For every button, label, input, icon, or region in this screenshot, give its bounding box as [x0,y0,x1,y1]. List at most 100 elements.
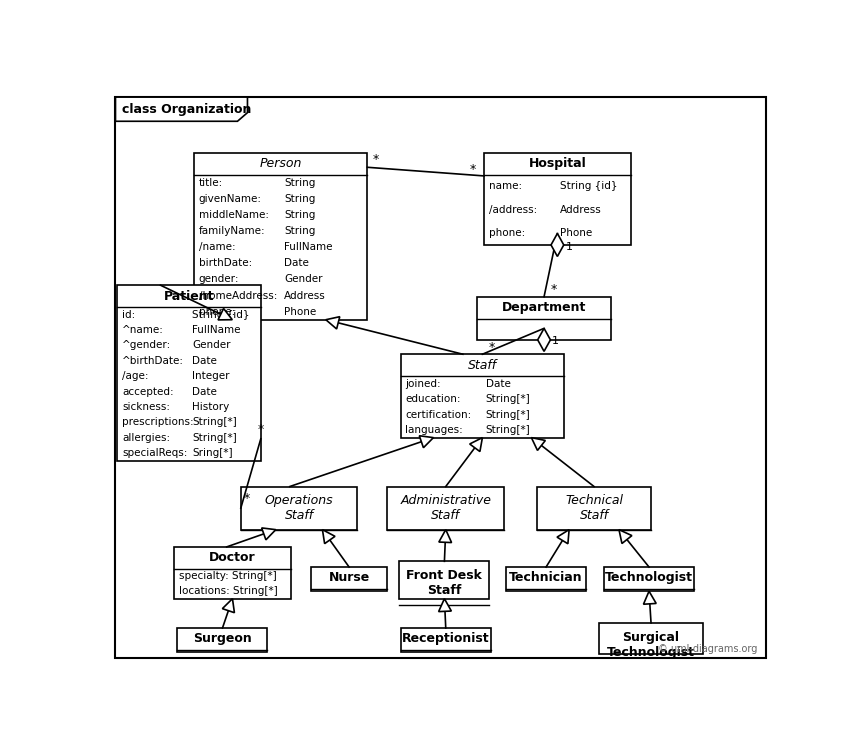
Text: Date: Date [486,379,511,388]
Text: String[*]: String[*] [486,425,531,435]
Text: String {id}: String {id} [192,310,249,320]
Polygon shape [261,528,276,540]
Text: String: String [285,210,316,220]
Text: class Organization: class Organization [122,102,251,116]
Polygon shape [531,438,545,450]
Text: phone:: phone: [199,307,235,317]
Text: birthDate:: birthDate: [199,258,252,268]
Text: prescriptions:: prescriptions: [122,418,194,427]
Bar [599,623,703,654]
Text: Nurse: Nurse [329,571,370,584]
Polygon shape [439,530,452,542]
Text: accepted:: accepted: [122,386,174,397]
Text: Staff: Staff [468,359,497,372]
Bar [604,567,694,591]
Text: middleName:: middleName: [199,210,269,220]
Text: String: String [285,194,316,204]
Bar [477,297,611,340]
Text: education:: education: [405,394,461,404]
Text: Administrative
Staff: Administrative Staff [400,495,491,522]
Text: Hospital: Hospital [529,158,587,170]
Text: familyName:: familyName: [199,226,266,236]
Text: Gender: Gender [192,341,230,350]
Polygon shape [218,309,232,320]
Text: FullName: FullName [285,242,333,252]
Text: History: History [192,402,230,412]
Text: ^gender:: ^gender: [122,341,171,350]
Text: 1: 1 [565,241,573,252]
Text: Department: Department [502,301,587,314]
Text: Technical
Staff: Technical Staff [565,495,623,522]
Bar [399,561,489,598]
Text: Date: Date [192,386,217,397]
Text: phone:: phone: [488,229,525,238]
Text: joined:: joined: [405,379,441,388]
Text: Phone: Phone [561,229,593,238]
Bar [401,628,491,652]
Text: Date: Date [192,356,217,366]
Text: ^birthDate:: ^birthDate: [122,356,184,366]
Bar [310,567,387,591]
Text: /address:: /address: [488,205,537,215]
Text: *: * [244,492,250,505]
Text: String: String [285,178,316,187]
Text: specialty: String[*]: specialty: String[*] [179,571,277,581]
Polygon shape [322,530,335,544]
Text: ^name:: ^name: [122,325,164,335]
Text: title:: title: [199,178,223,187]
Polygon shape [619,530,632,544]
Bar [177,628,267,652]
Text: 1: 1 [552,336,559,347]
Text: gender:: gender: [199,274,239,285]
Bar [506,567,586,591]
Polygon shape [470,438,482,451]
Polygon shape [643,591,656,604]
Polygon shape [115,97,248,121]
Text: String: String [285,226,316,236]
Text: *: * [489,341,495,354]
Polygon shape [557,530,569,544]
Text: Doctor: Doctor [209,551,255,564]
Text: /age:: /age: [122,371,149,381]
Bar [194,153,367,320]
Text: String[*]: String[*] [192,418,236,427]
Text: String[*]: String[*] [486,394,531,404]
Text: *: * [550,283,557,297]
Text: specialReqs:: specialReqs: [122,448,187,458]
Text: allergies:: allergies: [122,433,170,443]
Text: givenName:: givenName: [199,194,261,204]
Text: id:: id: [122,310,135,320]
Text: Operations
Staff: Operations Staff [265,495,334,522]
Polygon shape [420,436,433,447]
Polygon shape [326,317,340,329]
Text: © uml-diagrams.org: © uml-diagrams.org [658,645,758,654]
Bar [118,285,261,461]
Polygon shape [538,329,550,351]
Bar [174,547,291,598]
Text: FullName: FullName [192,325,241,335]
Text: String[*]: String[*] [486,409,531,420]
Bar [241,486,358,530]
Text: Front Desk
Staff: Front Desk Staff [407,569,482,597]
Bar [387,486,504,530]
Text: String[*]: String[*] [192,433,236,443]
Text: /name:: /name: [199,242,236,252]
Text: Sring[*]: Sring[*] [192,448,233,458]
Text: languages:: languages: [405,425,464,435]
Text: Patient: Patient [164,290,214,303]
Text: Phone: Phone [285,307,316,317]
Text: name:: name: [488,182,522,191]
Text: locations: String[*]: locations: String[*] [179,586,278,596]
Text: Surgeon: Surgeon [194,633,252,645]
Text: Integer: Integer [192,371,230,381]
Text: Technician: Technician [509,571,583,584]
Text: Date: Date [285,258,309,268]
Text: /homeAddress:: /homeAddress: [199,291,277,300]
Text: *: * [470,163,476,176]
Text: certification:: certification: [405,409,471,420]
Text: Person: Person [260,158,302,170]
Text: *: * [257,423,264,436]
Polygon shape [551,233,564,256]
Text: Receptionist: Receptionist [402,633,489,645]
Bar [401,354,564,438]
